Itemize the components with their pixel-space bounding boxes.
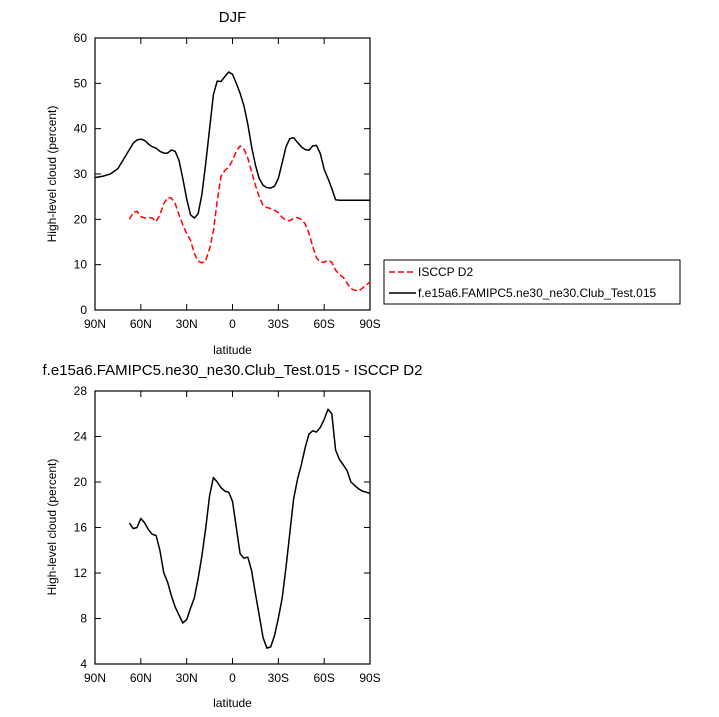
- x-tick-label: 0: [229, 671, 236, 685]
- bottom-x-axis-label: latitude: [213, 696, 252, 710]
- y-tick-label: 28: [74, 384, 88, 398]
- bottom-chart-title: f.e15a6.FAMIPC5.ne30_ne30.Club_Test.015 …: [43, 362, 423, 379]
- y-tick-label: 50: [74, 76, 88, 90]
- top-legend: ISCCP D2 f.e15a6.FAMIPC5.ne30_ne30.Club_…: [383, 259, 681, 305]
- top-series-lines: [94, 71, 371, 292]
- y-tick-label: 12: [74, 566, 88, 580]
- bottom-series-lines: [128, 408, 371, 649]
- series-line-difference: [128, 408, 371, 649]
- bottom-y-axis-label: High-level cloud (percent): [45, 459, 59, 596]
- y-tick-label: 24: [74, 430, 88, 444]
- y-tick-label: 10: [74, 258, 88, 272]
- x-tick-label: 90S: [359, 317, 380, 331]
- series-line-f-e15a6-famipc5-ne30-ne30-club-test-015: [94, 71, 370, 219]
- x-tick-label: 60N: [130, 671, 152, 685]
- x-tick-label: 90N: [84, 317, 106, 331]
- top-panel: DJF 0 10 20 30 40 50 60 90N 60N 30N 0 30S 60S 90S la…: [45, 9, 681, 357]
- x-tick-label: 90N: [84, 671, 106, 685]
- x-tick-label: 90S: [359, 671, 380, 685]
- top-chart-title: DJF: [219, 9, 247, 26]
- top-plot-frame: [94, 37, 371, 311]
- top-axis-ticks: [94, 37, 371, 311]
- bottom-axis-ticks: [94, 390, 371, 665]
- series-line-isccp-d2: [128, 145, 371, 292]
- bottom-y-tick-labels: 4 8 12 16 20 24 28: [74, 384, 88, 671]
- bottom-panel: f.e15a6.FAMIPC5.ne30_ne30.Club_Test.015 …: [43, 362, 423, 710]
- top-y-axis-label: High-level cloud (percent): [45, 106, 59, 243]
- x-tick-label: 0: [229, 317, 236, 331]
- y-tick-label: 40: [74, 122, 88, 136]
- y-tick-label: 30: [74, 167, 88, 181]
- y-tick-label: 20: [74, 212, 88, 226]
- x-tick-label: 30N: [176, 317, 198, 331]
- x-tick-label: 60N: [130, 317, 152, 331]
- y-tick-label: 4: [80, 657, 87, 671]
- legend-box: [383, 259, 681, 305]
- y-tick-label: 8: [80, 612, 87, 626]
- y-tick-label: 60: [74, 31, 88, 45]
- x-tick-label: 30S: [268, 671, 289, 685]
- y-tick-label: 20: [74, 475, 88, 489]
- top-x-tick-labels: 90N 60N 30N 0 30S 60S 90S: [84, 317, 381, 331]
- top-x-axis-label: latitude: [213, 343, 252, 357]
- x-tick-label: 60S: [313, 317, 334, 331]
- legend-label-isccp: ISCCP D2: [418, 265, 473, 279]
- x-tick-label: 60S: [313, 671, 334, 685]
- y-tick-label: 0: [80, 303, 87, 317]
- x-tick-label: 30N: [176, 671, 198, 685]
- x-tick-label: 30S: [268, 317, 289, 331]
- y-tick-label: 16: [74, 521, 88, 535]
- legend-label-model: f.e15a6.FAMIPC5.ne30_ne30.Club_Test.015: [418, 286, 656, 300]
- bottom-x-tick-labels: 90N 60N 30N 0 30S 60S 90S: [84, 671, 381, 685]
- top-y-tick-labels: 0 10 20 30 40 50 60: [74, 31, 88, 317]
